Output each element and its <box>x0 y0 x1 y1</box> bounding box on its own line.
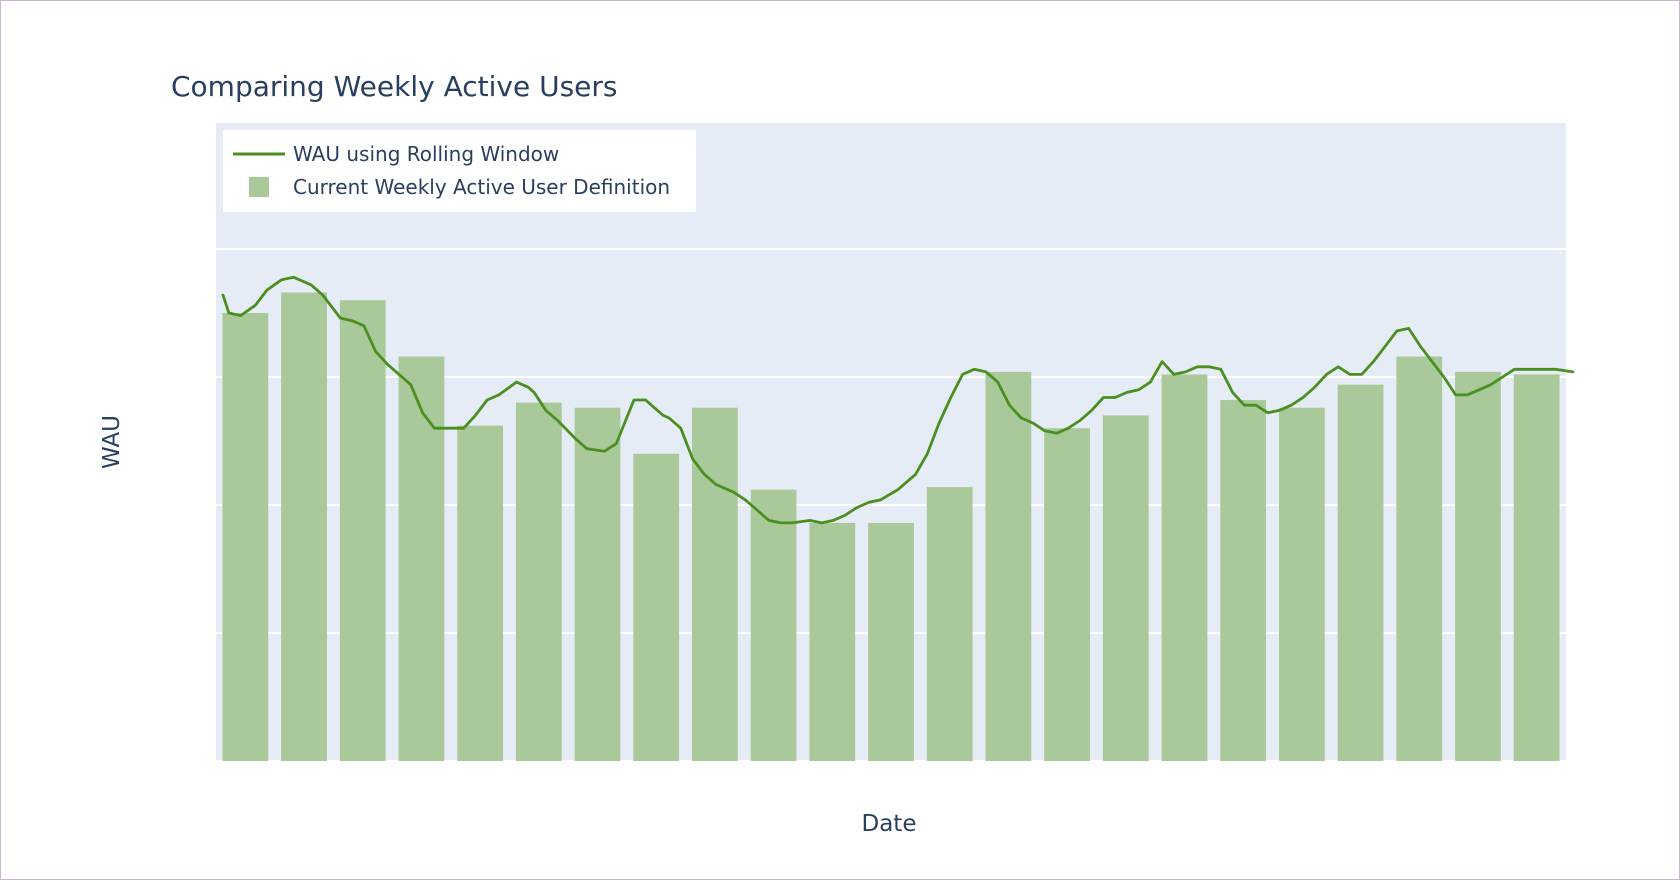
bar <box>574 407 621 761</box>
legend-bar-symbol <box>249 177 269 197</box>
bar <box>457 425 504 761</box>
bar <box>339 300 386 761</box>
bar <box>809 522 856 761</box>
legend-label-rolling-window: WAU using Rolling Window <box>293 142 559 166</box>
x-axis-title: Date <box>862 811 917 837</box>
legend-label-current-definition: Current Weekly Active User Definition <box>293 175 670 199</box>
bar <box>281 292 327 761</box>
bar <box>926 487 973 761</box>
bar <box>515 402 562 761</box>
bar <box>1044 428 1090 761</box>
bar <box>1337 384 1384 761</box>
rolling-window-line <box>221 275 1575 525</box>
bar-series <box>222 292 1560 761</box>
bar <box>398 356 445 761</box>
bar <box>1220 400 1267 761</box>
bar <box>222 313 269 761</box>
bar <box>750 489 797 761</box>
bar <box>1278 407 1325 761</box>
legend: WAU using Rolling Window Current Weekly … <box>223 130 696 212</box>
chart-title: Comparing Weekly Active Users <box>171 70 617 103</box>
y-axis-title: WAU <box>99 415 125 469</box>
bar <box>868 522 914 761</box>
bar <box>1455 371 1501 761</box>
bar <box>1102 415 1149 761</box>
bar <box>633 453 680 761</box>
bar <box>1161 374 1208 761</box>
bar <box>692 407 738 761</box>
bar <box>1513 374 1560 761</box>
bar <box>985 371 1032 761</box>
legend-box <box>223 130 696 212</box>
bar <box>1396 356 1443 761</box>
